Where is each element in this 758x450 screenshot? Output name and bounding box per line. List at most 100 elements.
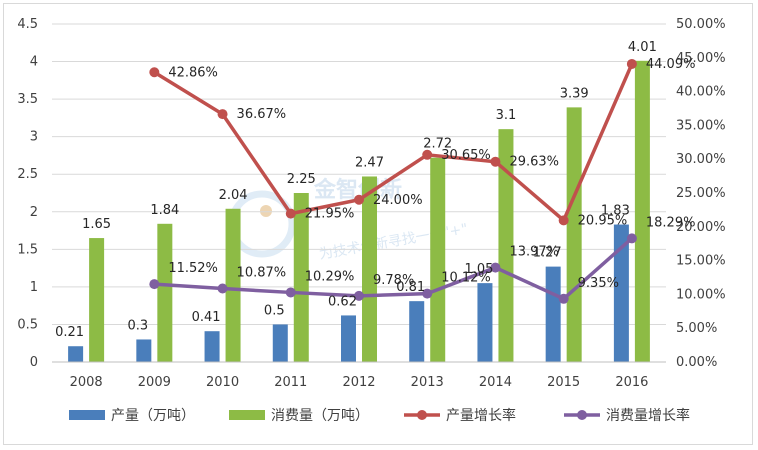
combo-chart: 金智创新 为技术创新寻找一个"+" 00.511.522.533.544.50.… xyxy=(17,17,725,424)
bars xyxy=(68,60,650,362)
consumption-growth-line xyxy=(154,237,634,301)
line-data-label: 10.29% xyxy=(305,269,355,284)
lines xyxy=(149,58,637,304)
y-right-tick-label: 25.00% xyxy=(676,186,726,201)
bar-consumption xyxy=(293,193,309,362)
legend-label: 消费量增长率 xyxy=(606,407,690,424)
y-right-tick-label: 10.00% xyxy=(676,287,726,302)
y-left-tick-label: 3 xyxy=(30,130,38,145)
y-left-tick-label: 0.5 xyxy=(17,317,38,332)
bar-production xyxy=(136,339,152,362)
x-tick-label: 2008 xyxy=(70,375,103,390)
bar-data-label: 1.83 xyxy=(601,204,630,219)
y-right-tick-label: 50.00% xyxy=(676,17,726,32)
legend-swatch xyxy=(229,410,265,420)
legend: 产量（万吨） 消费量（万吨） 产量增长率 消费量增长率 xyxy=(69,407,690,424)
bar-data-label: 2.04 xyxy=(219,188,248,203)
bar-data-label: 4.01 xyxy=(628,40,657,55)
consumption-growth-point xyxy=(422,288,433,299)
line-data-label: 10.87% xyxy=(237,266,287,281)
consumption-growth-point xyxy=(217,283,228,294)
bar-production xyxy=(68,346,84,362)
y-left-tick-label: 2.5 xyxy=(17,167,38,182)
line-data-label: 18.29% xyxy=(646,215,696,230)
bar-consumption xyxy=(430,157,446,362)
y-right-tick-label: 15.00% xyxy=(676,254,726,269)
y-right-tick-label: 20.00% xyxy=(676,220,726,235)
y-right-tick-label: 0.00% xyxy=(676,355,717,370)
legend-item: 产量（万吨） xyxy=(69,408,195,424)
line-data-label: 36.67% xyxy=(237,107,287,122)
legend-label: 消费量（万吨） xyxy=(271,408,369,424)
bar-data-label: 0.62 xyxy=(328,294,357,309)
bar-production xyxy=(204,331,220,362)
bar-data-label: 1.84 xyxy=(150,203,179,218)
data-labels: 0.21 0.3 0.41 0.5 0.62 0.81 1.05 1.27 1.83 1.65 1.… xyxy=(55,40,695,340)
bar-consumption xyxy=(225,208,241,362)
x-tick-label: 2011 xyxy=(274,375,307,390)
line-data-label: 20.95% xyxy=(578,213,628,228)
legend-item: 产量增长率 xyxy=(404,407,516,424)
bar-data-label: 2.47 xyxy=(355,155,384,170)
x-tick-label: 2010 xyxy=(206,375,239,390)
y-left-tick-label: 4 xyxy=(30,55,38,70)
bar-data-label: 0.5 xyxy=(264,303,285,318)
consumption-growth-point xyxy=(285,287,296,298)
chart-frame: 金智创新 为技术创新寻找一个"+" 0 0.5 1 1.5 2 2.5 3 3.5 4 4.5 0.… xyxy=(3,3,753,445)
legend-label: 产量（万吨） xyxy=(111,408,195,424)
line-data-label: 11.52% xyxy=(168,261,218,276)
bar-data-label: 2.72 xyxy=(423,137,452,152)
bar-production xyxy=(477,283,493,362)
line-data-label: 42.86% xyxy=(168,65,218,80)
axes: 0 0.5 1 1.5 2 2.5 3 3.5 4 4.5 0.00% 5.00% 10.00% 15.0… xyxy=(17,17,725,390)
y-left-tick-label: 1 xyxy=(30,280,38,295)
y-right-tick-label: 5.00% xyxy=(676,321,717,336)
legend-item: 消费量（万吨） xyxy=(229,408,369,424)
x-tick-label: 2012 xyxy=(342,375,375,390)
production-growth-point xyxy=(217,109,228,120)
legend-swatch xyxy=(69,410,105,420)
consumption-growth-point xyxy=(149,279,160,290)
y-right-tick-label: 40.00% xyxy=(676,85,726,100)
y-left-tick-label: 0 xyxy=(30,355,38,370)
bar-production xyxy=(613,224,629,362)
bar-consumption xyxy=(634,60,650,362)
bar-data-label: 1.65 xyxy=(82,217,111,232)
y-left-tick-label: 3.5 xyxy=(17,92,38,107)
line-data-label: 21.95% xyxy=(305,207,355,222)
legend-label: 产量增长率 xyxy=(446,407,516,424)
bar-production xyxy=(272,324,288,362)
watermark-subtext: 为技术创新寻找一个"+" xyxy=(318,221,469,263)
consumption-growth-point xyxy=(490,262,501,273)
legend-item: 消费量增长率 xyxy=(564,407,690,424)
bar-data-label: 0.41 xyxy=(192,310,221,325)
bar-data-label: 0.81 xyxy=(396,280,425,295)
line-data-label: 24.00% xyxy=(373,193,423,208)
line-data-label: 44.09% xyxy=(646,57,696,72)
line-data-label: 29.63% xyxy=(509,155,559,170)
production-growth-point xyxy=(285,208,296,219)
bar-consumption xyxy=(157,223,173,362)
bar-consumption xyxy=(566,107,582,362)
y-left-tick-label: 4.5 xyxy=(17,17,38,32)
watermark-logo-dot xyxy=(260,205,272,217)
consumption-growth-point xyxy=(626,233,637,244)
y-right-tick-label: 35.00% xyxy=(676,118,726,133)
bar-data-label: 1.05 xyxy=(464,262,493,277)
line-data-label: 30.65% xyxy=(441,148,491,163)
production-growth-point xyxy=(149,67,160,78)
bar-production xyxy=(341,315,356,362)
bar-data-label: 2.25 xyxy=(287,172,316,187)
x-tick-label: 2014 xyxy=(479,375,512,390)
production-growth-point xyxy=(558,215,569,226)
bar-production xyxy=(545,266,561,362)
production-growth-point xyxy=(626,58,637,69)
bar-consumption xyxy=(89,238,105,362)
line-data-label: 9.35% xyxy=(578,276,619,291)
bar-consumption xyxy=(362,176,377,362)
bar-data-label: 3.1 xyxy=(496,108,517,123)
bar-data-label: 0.3 xyxy=(127,318,148,333)
legend-swatch-marker xyxy=(577,410,587,420)
production-growth-point xyxy=(490,156,501,167)
bar-data-label: 3.39 xyxy=(560,86,589,101)
